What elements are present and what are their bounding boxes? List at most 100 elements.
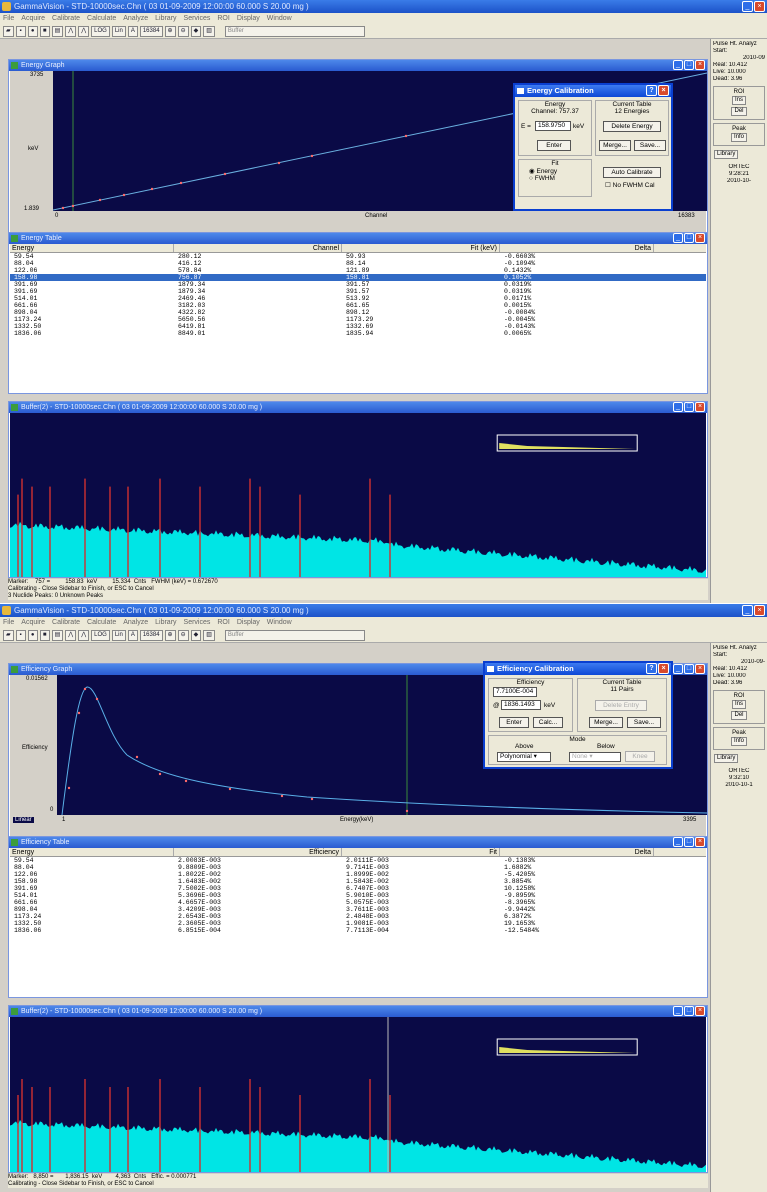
fit-energy-radio[interactable]: ◉ Energy xyxy=(529,168,558,175)
delete-entry-button[interactable]: Delete Entry xyxy=(595,700,647,711)
table-row[interactable]: 59.54 280.12 59.93 -0.6603% xyxy=(10,253,706,260)
auto-calibrate-button[interactable]: Auto Calibrate xyxy=(603,167,661,178)
table-row[interactable]: 88.04 9.8809E-003 9.7141E-003 1.6882% xyxy=(10,864,706,871)
col-energy[interactable]: Energy xyxy=(10,848,174,856)
menu-acquire[interactable]: Acquire xyxy=(21,15,46,22)
zoom-in-icon[interactable]: ⊕ xyxy=(164,629,176,641)
col-energy[interactable]: Energy xyxy=(10,244,174,252)
clear-icon[interactable]: ▤ xyxy=(51,25,64,37)
table-row[interactable]: 514.01 5.3696E-003 5.9010E-003 -9.8959% xyxy=(10,892,706,899)
delete-energy-button[interactable]: Delete Energy xyxy=(603,121,661,132)
max-icon[interactable]: □ xyxy=(684,664,694,674)
peak-info-button[interactable]: Info xyxy=(730,133,747,142)
max-icon[interactable]: □ xyxy=(684,60,694,70)
enter-button[interactable]: Enter xyxy=(537,140,571,151)
menu-calibrate[interactable]: Calibrate xyxy=(52,15,81,22)
menu-window[interactable]: Window xyxy=(266,619,292,626)
table-row[interactable]: 1836.06 6.8515E-004 7.7113E-004 -12.5484% xyxy=(10,927,706,934)
above-mode-select[interactable]: Polynomial ▾ xyxy=(497,752,551,762)
channels-button[interactable]: 16384 xyxy=(139,629,163,641)
full-view-icon[interactable]: ▥ xyxy=(203,629,215,641)
auto-scale-button[interactable]: A xyxy=(127,629,138,641)
roi-mark-icon[interactable]: ⋀ xyxy=(65,25,77,37)
close-button[interactable]: × xyxy=(754,605,765,616)
menu-services[interactable]: Services xyxy=(183,619,211,626)
close-icon[interactable]: × xyxy=(695,233,705,243)
table-row[interactable]: 158.98 1.6483E-002 1.5843E-002 3.8854% xyxy=(10,878,706,885)
menu-roi[interactable]: ROI xyxy=(217,619,230,626)
table-row[interactable]: 391.69 7.5002E-003 6.7407E-003 10.1258% xyxy=(10,885,706,892)
table-row[interactable]: 1173.24 5650.56 1173.29 -0.0045% xyxy=(10,316,706,323)
start-icon[interactable]: ● xyxy=(27,25,38,37)
menu-acquire[interactable]: Acquire xyxy=(21,619,46,626)
close-icon[interactable]: × xyxy=(695,664,705,674)
roi-clear-icon[interactable]: ⋀ xyxy=(78,25,90,37)
below-mode-select[interactable]: None ▾ xyxy=(569,752,621,762)
library-button[interactable]: Library xyxy=(714,150,739,159)
save-button[interactable]: Save... xyxy=(634,140,666,151)
menu-calculate[interactable]: Calculate xyxy=(87,15,117,22)
fit-fwhm-radio[interactable]: ○ FWHM xyxy=(529,175,555,182)
table-row[interactable]: 1836.06 8849.01 1835.94 0.0065% xyxy=(10,330,706,337)
merge-button[interactable]: Merge... xyxy=(599,140,631,151)
col-delta[interactable]: Delta xyxy=(500,848,654,856)
table-row[interactable]: 88.04 416.12 88.14 -0.1094% xyxy=(10,260,706,267)
spectrum-plot[interactable] xyxy=(10,1017,706,1172)
help-icon[interactable]: ? xyxy=(646,85,657,96)
stop-icon[interactable]: ■ xyxy=(39,25,50,37)
roi-del-button[interactable]: Del xyxy=(731,711,747,720)
menu-library[interactable]: Library xyxy=(155,619,177,626)
log-button[interactable]: LOG xyxy=(91,25,110,37)
minimize-button[interactable]: _ xyxy=(742,1,753,12)
minimize-button[interactable]: _ xyxy=(742,605,753,616)
close-icon[interactable]: × xyxy=(695,837,705,847)
start-icon[interactable]: ● xyxy=(27,629,38,641)
save-disk-icon[interactable]: ▪ xyxy=(15,25,26,37)
merge-button[interactable]: Merge... xyxy=(589,717,623,728)
roi-ins-button[interactable]: Ins xyxy=(731,96,746,105)
menu-library[interactable]: Library xyxy=(155,15,177,22)
max-icon[interactable]: □ xyxy=(684,1006,694,1016)
table-row[interactable]: 59.54 2.0083E-003 2.0111E-003 -0.1383% xyxy=(10,857,706,864)
table-row[interactable]: 158.98 756.87 158.81 0.1052% xyxy=(10,274,706,281)
dialog-close-icon[interactable]: × xyxy=(658,663,669,674)
max-icon[interactable]: □ xyxy=(684,233,694,243)
efficiency-input[interactable]: 7.7100E-004 xyxy=(493,687,537,697)
save-button[interactable]: Save... xyxy=(627,717,661,728)
table-row[interactable]: 122.06 578.84 121.89 0.1432% xyxy=(10,267,706,274)
min-icon[interactable]: _ xyxy=(673,664,683,674)
min-icon[interactable]: _ xyxy=(673,233,683,243)
menu-file[interactable]: File xyxy=(3,15,15,22)
open-folder-icon[interactable]: ▰ xyxy=(3,25,14,37)
col-fit[interactable]: Fit xyxy=(342,848,500,856)
min-icon[interactable]: _ xyxy=(673,1006,683,1016)
menu-analyze[interactable]: Analyze xyxy=(123,619,149,626)
open-folder-icon[interactable]: ▰ xyxy=(3,629,14,641)
lin-button[interactable]: Lin xyxy=(111,629,126,641)
table-row[interactable]: 122.06 1.8022E-002 1.8999E-002 -5.4205% xyxy=(10,871,706,878)
close-icon[interactable]: × xyxy=(695,1006,705,1016)
full-view-icon[interactable]: ▥ xyxy=(203,25,215,37)
max-icon[interactable]: □ xyxy=(684,837,694,847)
menu-calculate[interactable]: Calculate xyxy=(87,619,117,626)
table-row[interactable]: 661.66 3182.03 661.65 0.0015% xyxy=(10,302,706,309)
menu-calibrate[interactable]: Calibrate xyxy=(52,619,81,626)
table-row[interactable]: 898.04 4322.82 898.12 -0.0084% xyxy=(10,309,706,316)
library-button[interactable]: Library xyxy=(714,754,739,763)
table-row[interactable]: 1332.50 6419.81 1332.69 -0.0143% xyxy=(10,323,706,330)
full-spectrum-inset[interactable] xyxy=(496,1038,638,1056)
stop-icon[interactable]: ■ xyxy=(39,629,50,641)
knee-button[interactable]: Knee xyxy=(625,751,655,762)
log-button[interactable]: LOG xyxy=(91,629,110,641)
table-row[interactable]: 661.66 4.6657E-003 5.0575E-003 -8.3965% xyxy=(10,899,706,906)
table-row[interactable]: 391.69 1879.34 391.57 0.0319% xyxy=(10,288,706,295)
auto-scale-button[interactable]: A xyxy=(127,25,138,37)
menu-display[interactable]: Display xyxy=(236,619,260,626)
roi-mark-icon[interactable]: ⋀ xyxy=(65,629,77,641)
menu-analyze[interactable]: Analyze xyxy=(123,15,149,22)
table-row[interactable]: 514.01 2469.46 513.92 0.0171% xyxy=(10,295,706,302)
lin-button[interactable]: Lin xyxy=(111,25,126,37)
save-disk-icon[interactable]: ▪ xyxy=(15,629,26,641)
close-icon[interactable]: × xyxy=(695,402,705,412)
linear-toggle[interactable]: Linear xyxy=(13,817,34,823)
